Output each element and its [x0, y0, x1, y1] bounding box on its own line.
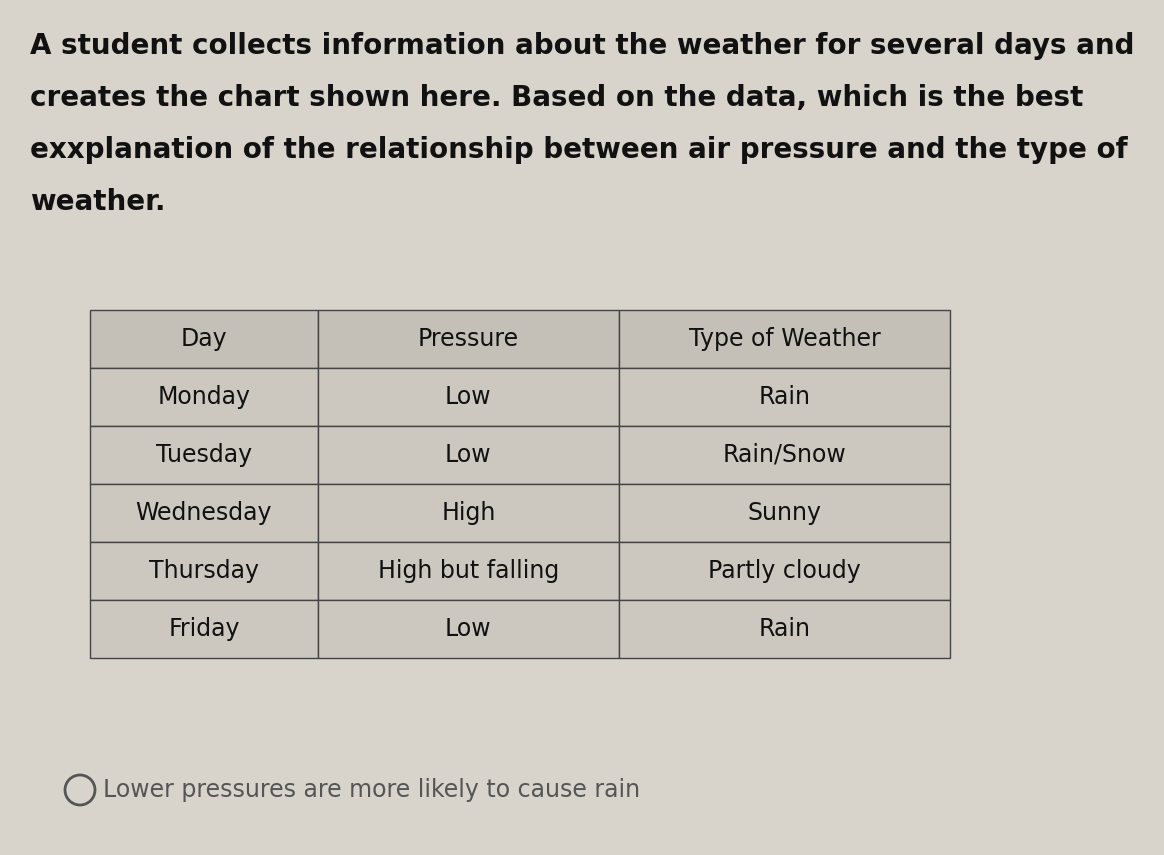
Bar — [619, 484, 950, 542]
Text: Type of Weather: Type of Weather — [689, 327, 880, 351]
Bar — [619, 600, 950, 658]
Bar — [619, 426, 950, 484]
Text: High: High — [441, 501, 496, 525]
Text: Rain: Rain — [759, 617, 810, 641]
Text: Day: Day — [180, 327, 227, 351]
Bar — [90, 600, 318, 658]
Bar — [318, 310, 619, 368]
Bar — [90, 426, 318, 484]
Text: Friday: Friday — [169, 617, 240, 641]
Bar — [318, 368, 619, 426]
Bar — [90, 310, 318, 368]
Text: Sunny: Sunny — [747, 501, 822, 525]
Text: Thursday: Thursday — [149, 559, 258, 583]
Bar — [318, 600, 619, 658]
Bar — [619, 542, 950, 600]
Text: Low: Low — [445, 385, 491, 409]
Text: Rain: Rain — [759, 385, 810, 409]
Text: exxplanation of the relationship between air pressure and the type of: exxplanation of the relationship between… — [30, 136, 1128, 164]
Bar — [90, 542, 318, 600]
Text: Tuesday: Tuesday — [156, 443, 253, 467]
Text: Pressure: Pressure — [418, 327, 519, 351]
Text: Lower pressures are more likely to cause rain: Lower pressures are more likely to cause… — [102, 778, 640, 802]
Text: Partly cloudy: Partly cloudy — [708, 559, 861, 583]
Text: Rain/Snow: Rain/Snow — [723, 443, 846, 467]
Bar — [619, 310, 950, 368]
Text: Low: Low — [445, 617, 491, 641]
Text: Monday: Monday — [157, 385, 250, 409]
Bar — [318, 426, 619, 484]
Text: High but falling: High but falling — [378, 559, 559, 583]
Bar — [90, 368, 318, 426]
Bar — [90, 484, 318, 542]
Text: Wednesday: Wednesday — [136, 501, 272, 525]
Text: creates the chart shown here. Based on the data, which is the best: creates the chart shown here. Based on t… — [30, 84, 1084, 112]
Bar — [619, 368, 950, 426]
Text: A student collects information about the weather for several days and: A student collects information about the… — [30, 32, 1135, 60]
Text: weather.: weather. — [30, 188, 165, 216]
Bar — [318, 484, 619, 542]
Text: Low: Low — [445, 443, 491, 467]
Bar — [318, 542, 619, 600]
